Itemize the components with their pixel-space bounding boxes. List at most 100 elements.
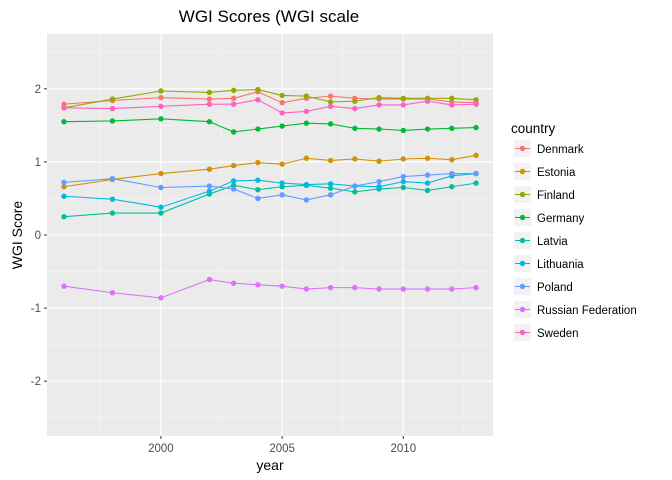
data-point-sweden (158, 103, 164, 110)
data-point-lithuania (158, 204, 164, 210)
data-point-latvia (424, 187, 431, 194)
data-point-germany (61, 119, 67, 125)
y-tick-label: -1 (31, 303, 41, 315)
data-point-germany (424, 126, 431, 132)
data-point-estonia (376, 158, 382, 164)
data-point-lithuania (279, 180, 285, 186)
legend-item-latvia: Latvia (514, 232, 568, 249)
data-point-germany (473, 124, 479, 131)
data-point-finland (449, 95, 455, 102)
data-point-lithuania (206, 188, 213, 194)
legend-label: Latvia (537, 236, 568, 248)
data-point-lithuania (109, 196, 116, 202)
data-point-estonia (61, 184, 67, 190)
data-point-sweden (61, 105, 67, 111)
data-point-finland (206, 89, 213, 96)
data-point-latvia (61, 214, 67, 220)
data-point-finland (230, 87, 237, 93)
legend-key-point (519, 168, 526, 175)
legend-title: country (511, 121, 556, 136)
data-point-sweden (255, 97, 261, 103)
data-point-poland (376, 178, 382, 185)
legend-key-point (519, 191, 526, 198)
data-point-germany (327, 121, 334, 127)
legend-key-point (519, 260, 526, 267)
data-point-germany (230, 129, 237, 135)
data-point-finland (376, 94, 382, 101)
data-point-russian-federation (158, 295, 164, 301)
data-point-latvia (352, 189, 358, 195)
data-point-russian-federation (279, 283, 285, 289)
data-point-finland (158, 88, 164, 94)
data-point-estonia (303, 155, 310, 161)
data-point-poland (449, 170, 455, 177)
legend-label: Denmark (537, 144, 584, 156)
data-point-poland (109, 176, 116, 182)
grid-layer (47, 34, 493, 436)
data-point-russian-federation (61, 283, 67, 289)
data-point-latvia (109, 210, 116, 216)
data-point-lithuania (400, 178, 407, 185)
data-point-russian-federation (449, 286, 455, 292)
data-point-poland (279, 192, 285, 198)
series-sweden (61, 97, 479, 116)
data-point-latvia (158, 210, 164, 216)
y-tick-label: 2 (35, 84, 41, 96)
data-point-germany (449, 125, 455, 131)
data-point-denmark (158, 94, 164, 101)
data-point-latvia (449, 184, 455, 190)
legend-key-point (519, 214, 526, 221)
legend-item-lithuania: Lithuania (514, 255, 584, 272)
legend-key-point (519, 329, 526, 336)
data-point-estonia (158, 170, 164, 177)
data-point-lithuania (61, 193, 67, 199)
legend-label: Poland (537, 282, 573, 294)
legend-label: Estonia (537, 167, 576, 179)
data-point-finland (400, 95, 407, 102)
chart-title: WGI Scores (WGI scale (179, 7, 359, 26)
data-point-latvia (327, 185, 334, 191)
data-point-sweden (376, 102, 382, 108)
data-point-finland (279, 92, 285, 99)
data-point-poland (424, 172, 431, 178)
data-point-poland (61, 179, 67, 186)
data-point-poland (303, 197, 310, 203)
legend-item-russian-federation: Russian Federation (514, 301, 637, 318)
data-point-latvia (255, 186, 261, 193)
data-point-estonia (279, 161, 285, 167)
y-axis: -2 -1 0 1 2 (31, 84, 47, 388)
series-russian-federation (61, 276, 479, 301)
data-point-lithuania (376, 184, 382, 190)
data-point-lithuania (303, 181, 310, 188)
data-point-estonia (255, 159, 261, 166)
data-point-germany (206, 119, 213, 125)
data-point-poland (230, 186, 237, 192)
data-point-poland (352, 183, 358, 189)
data-point-estonia (230, 162, 237, 169)
data-point-russian-federation (206, 276, 213, 283)
data-point-estonia (473, 152, 479, 159)
legend: country Denmark Estonia Finland Germany Latv… (511, 121, 637, 341)
data-point-poland (206, 183, 213, 189)
data-point-estonia (449, 157, 455, 163)
x-tick-label: 2010 (391, 443, 417, 455)
data-point-sweden (400, 102, 407, 108)
data-point-germany (158, 116, 164, 122)
data-point-estonia (352, 156, 358, 162)
data-point-poland (327, 192, 334, 198)
data-point-sweden (206, 101, 213, 107)
legend-label: Russian Federation (537, 305, 637, 317)
data-point-russian-federation (400, 286, 407, 292)
data-point-sweden (473, 101, 479, 107)
data-point-sweden (449, 102, 455, 108)
legend-item-finland: Finland (514, 186, 575, 203)
legend-label: Finland (537, 190, 575, 202)
data-point-denmark (230, 95, 237, 102)
legend-item-estonia: Estonia (514, 163, 576, 180)
data-point-denmark (279, 100, 285, 106)
y-tick-label: 0 (35, 230, 41, 242)
y-tick-label: 1 (35, 157, 41, 169)
data-point-germany (279, 123, 285, 129)
y-axis-title: WGI Score (9, 201, 25, 270)
